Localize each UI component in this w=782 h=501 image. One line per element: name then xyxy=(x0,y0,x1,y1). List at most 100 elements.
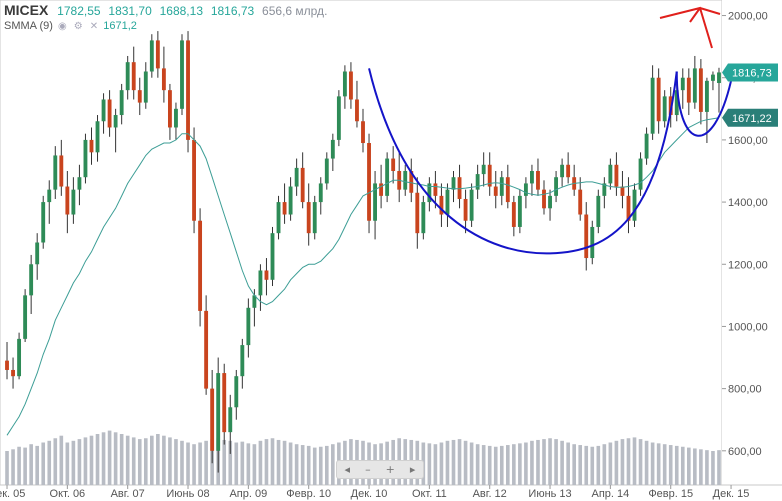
candle-body xyxy=(692,68,697,103)
volume-bar xyxy=(306,445,311,485)
x-tick-label: Апр. 09 xyxy=(229,488,267,500)
volume-bar xyxy=(717,450,721,485)
close-value: 1816,73 xyxy=(210,4,255,18)
candle-body xyxy=(53,155,58,190)
candle xyxy=(167,83,172,140)
candle-body xyxy=(517,195,522,227)
candle xyxy=(517,189,522,234)
candle xyxy=(294,158,299,196)
candle-body xyxy=(493,186,498,196)
candle xyxy=(560,158,565,187)
candle-body xyxy=(174,108,178,128)
candle xyxy=(306,183,311,246)
candle-body xyxy=(119,90,124,116)
volume-bar xyxy=(156,434,160,485)
settings-icon[interactable]: ⚙ xyxy=(73,21,83,32)
volume-bar xyxy=(288,442,293,485)
indicator-legend: SMMA (9) ◉ ⚙ ✕ 1671,2 xyxy=(4,20,137,32)
volume-bar xyxy=(542,439,546,485)
volume-bar xyxy=(264,439,269,485)
x-tick-label: Июнь 13 xyxy=(528,488,571,500)
candle xyxy=(143,62,148,109)
candle xyxy=(312,195,317,240)
candle-body xyxy=(192,139,196,221)
candle-body xyxy=(499,177,504,196)
volume-bar xyxy=(65,442,70,485)
volume-bar xyxy=(276,439,281,485)
candle-body xyxy=(77,177,82,190)
candle-body xyxy=(336,96,341,140)
candle-body xyxy=(620,186,625,196)
eye-icon[interactable]: ◉ xyxy=(57,21,67,32)
candle xyxy=(222,363,227,445)
candle-body xyxy=(29,264,34,296)
candle xyxy=(131,46,136,100)
volume-bar xyxy=(47,440,52,485)
volume-bar xyxy=(566,442,570,485)
candle xyxy=(228,394,233,454)
candle xyxy=(457,164,462,209)
candle-body xyxy=(608,164,613,184)
candle xyxy=(95,115,100,162)
candle xyxy=(270,226,275,287)
candle-body xyxy=(204,310,209,389)
candle-body xyxy=(41,202,46,243)
scroll-left-icon[interactable]: ◂ xyxy=(344,463,351,476)
cup-annotation xyxy=(368,68,678,255)
candle xyxy=(620,170,625,209)
candle-body xyxy=(149,40,154,72)
candle xyxy=(385,152,390,203)
candle-body xyxy=(638,158,643,190)
candle xyxy=(216,357,221,473)
candle-body xyxy=(234,376,239,408)
candle-body xyxy=(662,96,667,122)
candle-body xyxy=(578,189,583,215)
candle-body xyxy=(330,139,335,159)
candle xyxy=(234,369,239,420)
candle-body xyxy=(463,198,468,221)
symbol-label: MICEX xyxy=(4,2,49,18)
volume-bar xyxy=(469,442,474,485)
candle-body xyxy=(65,186,70,215)
y-tick-label: 1600,00 xyxy=(728,135,768,147)
volume-bar xyxy=(53,438,58,485)
candle xyxy=(107,90,112,137)
volume-bar xyxy=(95,434,100,485)
volume-bar xyxy=(77,439,82,485)
candle xyxy=(463,189,468,234)
volume-bar xyxy=(457,439,462,485)
last-price-tag-bg xyxy=(722,63,778,82)
volume-bar xyxy=(433,444,438,485)
volume-bar xyxy=(608,442,613,485)
candle xyxy=(656,68,661,134)
candle xyxy=(711,71,715,91)
volume-bar xyxy=(668,445,673,485)
candle xyxy=(487,152,492,196)
candle-body xyxy=(216,373,221,451)
scroll-right-icon[interactable]: ▸ xyxy=(409,463,416,476)
candle xyxy=(578,177,583,221)
volume-bar xyxy=(71,440,76,485)
candle-body xyxy=(355,99,359,122)
candle xyxy=(342,65,347,109)
volume-bar xyxy=(590,446,595,485)
candle xyxy=(101,93,106,134)
volume-bar xyxy=(493,446,498,485)
volume-bar xyxy=(620,439,625,485)
candle-body xyxy=(614,164,619,187)
close-icon[interactable]: ✕ xyxy=(89,21,99,32)
volume-bar xyxy=(680,446,685,485)
candle xyxy=(198,208,203,327)
candle-body xyxy=(698,68,703,112)
candle xyxy=(469,183,474,227)
candle-body xyxy=(143,71,148,103)
candle-body xyxy=(167,90,172,128)
candle-body xyxy=(481,164,486,175)
zoom-in-button[interactable]: + xyxy=(385,463,395,476)
candle xyxy=(35,233,40,280)
zoom-out-button[interactable]: – xyxy=(365,463,371,476)
x-tick-label: Февр. 10 xyxy=(286,488,331,500)
candle-body xyxy=(83,139,88,178)
candle xyxy=(596,189,601,234)
